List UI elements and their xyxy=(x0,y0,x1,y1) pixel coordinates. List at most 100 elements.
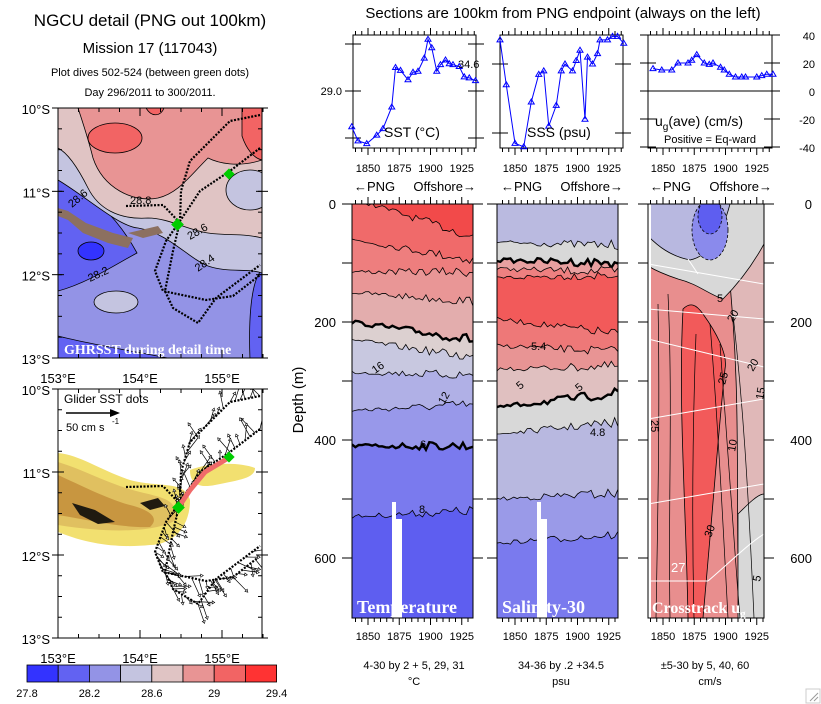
contour-line xyxy=(497,271,618,281)
resize-grip-icon[interactable] xyxy=(805,688,821,704)
figure-title: NGCU detail (PNG out 100km) xyxy=(34,11,266,30)
sss-data-point xyxy=(583,53,592,60)
lon-label: 153°E xyxy=(40,651,76,666)
colorbar-swatch xyxy=(57,664,90,683)
direction-right-label: Offshore→ xyxy=(560,179,623,194)
contour-line xyxy=(352,506,473,519)
sst-map-label: GHRSST during detail time xyxy=(64,343,231,358)
arrow-head-icon xyxy=(187,450,191,455)
arrow-head-icon xyxy=(188,584,192,589)
sst-band xyxy=(93,290,139,314)
ug-title-sub: g xyxy=(663,122,669,133)
arrow-head-icon xyxy=(165,557,170,562)
depth-tick-label: 400 xyxy=(790,433,812,448)
arrow-head-icon xyxy=(227,433,232,438)
lon-label: 155°E xyxy=(204,651,240,666)
arrow-head-icon xyxy=(184,534,188,539)
velocity-arrows xyxy=(125,389,262,624)
colorbar-swatch xyxy=(89,664,122,683)
velocity-arrow xyxy=(191,577,201,598)
contour-line xyxy=(352,440,473,453)
direction-right-label: Offshore→ xyxy=(709,179,772,194)
arrow-head-icon xyxy=(261,410,262,411)
colorbar-swatch xyxy=(244,664,277,683)
crosstrack-layer xyxy=(648,204,764,618)
contour-line xyxy=(497,386,618,409)
contour-line xyxy=(365,204,473,238)
ug-data-point xyxy=(709,59,717,66)
ug-data-point xyxy=(731,73,740,80)
contour-line xyxy=(352,291,473,307)
ug-x-tick-label: 1900 xyxy=(713,163,737,175)
depth-tick-label: 200 xyxy=(314,315,336,330)
velocity-arrow xyxy=(203,413,216,429)
temperature-title: Temperature xyxy=(357,597,457,617)
dives-label: Plot dives 502-524 (between green dots) xyxy=(51,67,249,79)
sst-band xyxy=(58,335,170,358)
crosstrack-caption: ±5-30 by 5, 40, 60 xyxy=(661,660,750,672)
sst-data-point xyxy=(427,43,436,51)
colorbar-label: 28.2 xyxy=(79,688,100,700)
arrow-head-icon xyxy=(257,555,261,560)
negative-velocity-core xyxy=(697,204,723,235)
days-label: Day 296/2011 to 300/2011. xyxy=(84,87,215,99)
depth-tick-label: 0 xyxy=(805,197,812,212)
arrow-head-icon xyxy=(182,582,187,587)
arrow-head-icon xyxy=(174,566,179,571)
arrow-head-icon xyxy=(182,524,187,529)
contour-label: 25 xyxy=(716,371,731,386)
sst-data-point xyxy=(420,54,429,61)
arrow-head-icon xyxy=(206,602,211,607)
velocity-arrow xyxy=(198,579,205,597)
ug-x-tick-label: 1925 xyxy=(745,163,769,175)
isopycnal-line xyxy=(648,338,764,368)
velocity-arrow xyxy=(202,444,216,463)
green-dot-start xyxy=(171,218,184,231)
sss-x-tick-label: 1925 xyxy=(597,163,621,175)
sss-data-point xyxy=(613,32,622,39)
ug-title: ug(ave) (cm/s) xyxy=(655,113,743,133)
sst-data-point xyxy=(347,122,356,130)
missing-data-gap xyxy=(537,502,547,618)
ug-x-tick-label: 1875 xyxy=(682,163,706,175)
scale-exponent: -1 xyxy=(112,417,120,426)
arrow-head-icon xyxy=(183,589,187,595)
ug-data-point xyxy=(769,70,777,77)
ug-y-tick-label: 0 xyxy=(809,87,815,99)
section-band xyxy=(352,506,473,618)
missing-data-gap xyxy=(392,502,402,618)
ug-y-tick-label: -40 xyxy=(799,143,815,155)
arrow-head-icon xyxy=(205,585,210,590)
arrow-head-icon xyxy=(182,469,186,474)
arrow-head-icon xyxy=(257,566,262,572)
arrow-head-icon xyxy=(187,422,192,427)
sss-data-point xyxy=(588,60,597,67)
velocity-arrow xyxy=(255,559,262,569)
arrow-head-icon xyxy=(178,582,183,587)
velocity-arrow xyxy=(165,521,180,538)
sst-dots-dark xyxy=(140,498,165,510)
salinity-x-tick-label: 1925 xyxy=(597,631,621,643)
depth-axis-label: Depth (m) xyxy=(290,367,307,434)
velocity-arrow xyxy=(232,576,249,593)
island xyxy=(128,226,163,238)
sst-data-point xyxy=(414,67,422,74)
arrow-head-icon xyxy=(199,450,204,455)
ug-data-point xyxy=(762,70,771,77)
velocity-arrow xyxy=(193,601,215,603)
velocity-arrow xyxy=(252,389,261,397)
sss-data-point xyxy=(576,46,584,53)
sst-data-point xyxy=(424,35,432,42)
ug-chart: 1850 1875 1900 1925 xyxy=(640,28,780,175)
sst-dots-dark xyxy=(72,503,115,524)
sst-frame xyxy=(352,34,477,149)
salinity-caption: 34-36 by .2 +34.5 xyxy=(518,660,604,672)
sst-data-point xyxy=(432,67,441,74)
contour-line xyxy=(352,238,473,265)
arrow-head-icon xyxy=(160,554,165,558)
velocity-arrow xyxy=(251,389,256,398)
island xyxy=(58,208,133,248)
ug-y-tick-label: 20 xyxy=(803,59,815,71)
arrow-head-icon xyxy=(211,413,216,418)
ug-title-main: u xyxy=(655,113,663,129)
